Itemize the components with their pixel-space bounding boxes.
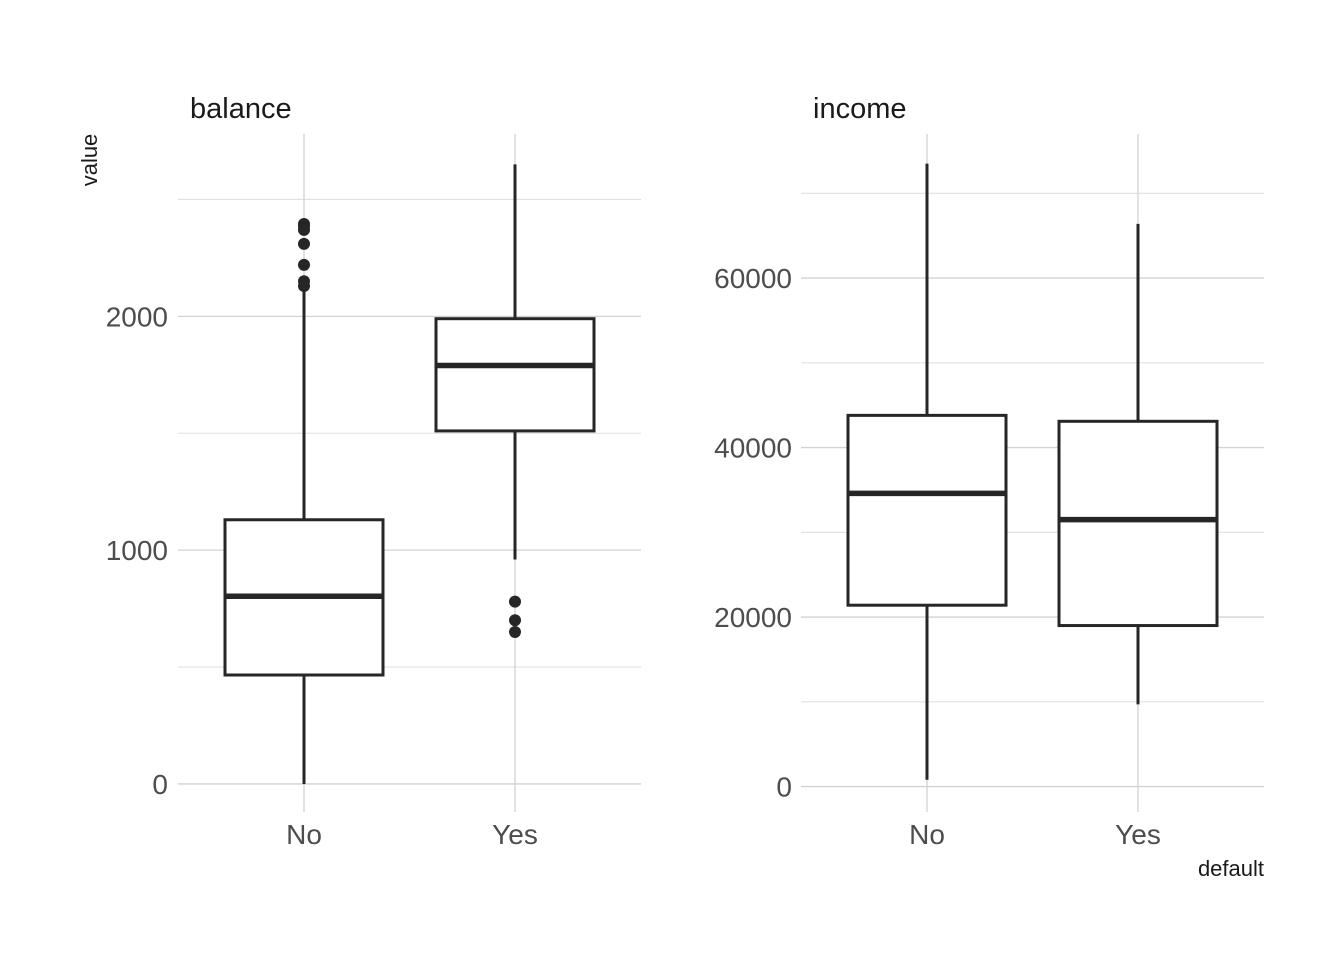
- outlier-point: [298, 237, 310, 250]
- box-no: [846, 413, 1008, 607]
- panel-income: 0 20000 40000 60000 No Yes income: [714, 93, 1264, 850]
- y-tick-label: 0: [776, 772, 792, 803]
- x-tick-label: Yes: [1115, 819, 1161, 850]
- y-tick-label: 60000: [714, 263, 792, 294]
- x-tick-label: Yes: [492, 819, 538, 850]
- y-tick-label: 0: [152, 769, 168, 800]
- outlier-point: [509, 625, 521, 638]
- box-yes: [434, 317, 596, 433]
- outlier-point: [298, 275, 310, 288]
- panel-balance: 0 1000 2000 No Yes balance: [106, 93, 641, 850]
- outlier-point: [298, 258, 310, 271]
- y-axis-title: value: [77, 134, 102, 187]
- y-tick-label: 2000: [106, 301, 168, 332]
- outlier-point: [509, 614, 521, 627]
- box-yes: [1057, 419, 1219, 628]
- panel-title: balance: [190, 93, 292, 125]
- outlier-point: [298, 218, 310, 231]
- panel-title: income: [813, 93, 907, 125]
- x-tick-label: No: [286, 819, 322, 850]
- outlier-point: [509, 595, 521, 608]
- y-tick-label: 1000: [106, 535, 168, 566]
- y-tick-label: 40000: [714, 433, 792, 464]
- x-axis-title: default: [1198, 856, 1264, 881]
- x-tick-label: No: [909, 819, 945, 850]
- y-tick-label: 20000: [714, 602, 792, 633]
